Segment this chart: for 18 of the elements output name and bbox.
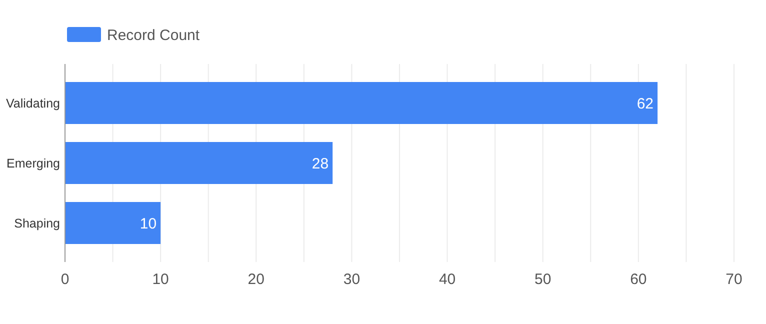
y-tick-label: Emerging <box>6 156 60 170</box>
x-tick-label: 30 <box>343 271 360 288</box>
data-label: 62 <box>636 95 654 112</box>
data-label: 10 <box>140 215 157 232</box>
x-tick-label: 70 <box>726 271 742 288</box>
x-tick-label: 20 <box>248 271 264 288</box>
x-tick-label: 0 <box>60 271 70 288</box>
bar <box>65 202 161 244</box>
y-tick-label: Validating <box>6 96 60 110</box>
bar <box>65 142 333 184</box>
y-tick-label: Shaping <box>14 216 60 230</box>
data-label: 28 <box>312 155 329 172</box>
x-tick-label: 40 <box>438 271 456 288</box>
x-tick-label: 10 <box>152 271 169 288</box>
legend-label: Record Count <box>107 26 200 44</box>
bar <box>65 82 658 124</box>
x-tick-label: 60 <box>630 271 647 288</box>
x-tick-label: 50 <box>534 271 552 288</box>
